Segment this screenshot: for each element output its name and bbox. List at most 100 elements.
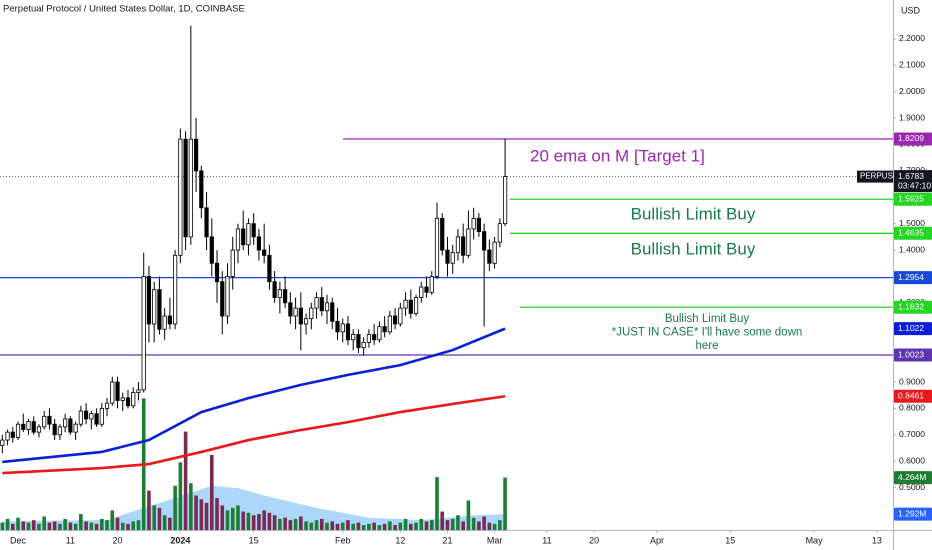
candle-body — [262, 249, 267, 256]
volume-bar — [293, 518, 298, 530]
candle-body — [178, 138, 183, 256]
x-tick-label: Apr — [650, 535, 664, 545]
y-tick-label: 1.5000 — [899, 218, 925, 228]
volume-bar — [351, 523, 355, 530]
volume-bar — [299, 516, 303, 530]
candle-body — [173, 254, 178, 325]
x-tick-label: 11 — [542, 535, 551, 545]
y-tick-label: 0.6000 — [899, 455, 925, 465]
candle-body — [57, 426, 63, 436]
candle-body — [387, 315, 392, 333]
y-tick-label: 2.0000 — [899, 86, 925, 96]
volume-bar — [278, 518, 282, 530]
volume-bar — [340, 522, 345, 530]
candle-body — [314, 297, 319, 309]
volume-bar — [209, 454, 214, 530]
candle-body — [398, 307, 403, 325]
candle-body — [366, 334, 372, 343]
annotation: *JUST IN CASE* I'll have some down — [612, 327, 803, 339]
volume-bar — [220, 505, 225, 530]
volume-bar — [272, 515, 277, 530]
volume-bar — [21, 521, 26, 530]
candle-body — [272, 281, 277, 298]
volume-bar — [157, 507, 162, 530]
volume-bar — [5, 518, 10, 530]
volume-ma-label-bg — [894, 507, 932, 521]
volume-bar — [120, 522, 125, 530]
annotation: Bullish Limit Buy — [631, 204, 756, 223]
candle-body — [377, 326, 382, 341]
candle-body — [204, 207, 209, 238]
volume-bar — [42, 516, 47, 530]
volume-bar — [152, 505, 156, 530]
volume-bar — [230, 507, 235, 530]
plot-area — [0, 25, 893, 530]
volume-bar — [173, 485, 177, 530]
volume-bar — [309, 522, 314, 530]
last-price-label: 1.6783 — [898, 171, 924, 181]
candle-body — [298, 307, 303, 325]
volume-bar — [126, 523, 130, 530]
ema-line — [2, 327, 506, 464]
candle-body — [340, 323, 345, 333]
level-label-bg — [894, 271, 932, 285]
volume-bar — [131, 521, 136, 530]
candle-body — [434, 217, 440, 277]
volume-bar — [424, 521, 429, 530]
volume-bar — [0, 522, 5, 530]
candle-body — [283, 289, 288, 304]
candle-body — [309, 307, 314, 320]
annotation: 20 ema on M [Target 1] — [530, 146, 705, 165]
volume-bar — [461, 521, 465, 530]
candle-body — [429, 276, 434, 293]
level-label: 1.4635 — [898, 228, 924, 238]
y-tick-label: 1.9000 — [899, 112, 925, 122]
volume-bar — [288, 520, 293, 530]
candle-body — [15, 423, 21, 438]
candle-body — [167, 315, 172, 325]
volume-bar — [456, 515, 460, 530]
volume-bar — [393, 525, 397, 530]
candle-body — [94, 413, 99, 425]
volume-bar — [68, 522, 73, 530]
candle-body — [445, 249, 450, 264]
candle-body — [31, 421, 36, 433]
candle-body — [246, 223, 251, 246]
y-tick-label: 0.5000 — [899, 482, 925, 492]
volume-bar — [10, 523, 15, 530]
volume-bar — [189, 483, 193, 530]
candle-body — [267, 254, 272, 283]
level-label: 1.0023 — [898, 349, 924, 359]
volume-bar — [487, 522, 492, 530]
volume-bar — [225, 510, 230, 530]
volume-bar — [84, 521, 88, 530]
volume-bar — [319, 518, 324, 530]
candle-body — [345, 323, 351, 341]
candle-body — [21, 423, 26, 430]
candle-body — [241, 228, 246, 246]
candle-body — [230, 249, 235, 277]
x-tick-label: 2024 — [170, 535, 190, 545]
candle-body — [78, 410, 83, 425]
candle-body — [68, 418, 73, 433]
volume-bar — [450, 518, 455, 530]
annotation: Bullish Limit Buy — [631, 239, 756, 258]
candle-body — [63, 418, 68, 428]
volume-bar — [58, 523, 62, 530]
candle-body — [497, 223, 502, 243]
volume-bar — [372, 522, 376, 530]
candle-body — [455, 236, 461, 254]
candle-body — [220, 281, 225, 317]
volume-bar — [47, 522, 52, 530]
candle-body — [125, 397, 131, 407]
volume-bar — [283, 517, 287, 530]
candle-body — [115, 381, 120, 401]
candle-body — [319, 297, 324, 312]
level-label-bg — [894, 348, 932, 362]
candle-body — [251, 223, 256, 238]
volume-bar — [445, 520, 450, 530]
volume-bar — [482, 516, 486, 530]
candle-body — [330, 302, 335, 322]
candle-body — [214, 262, 220, 283]
volume-bar — [257, 514, 261, 530]
